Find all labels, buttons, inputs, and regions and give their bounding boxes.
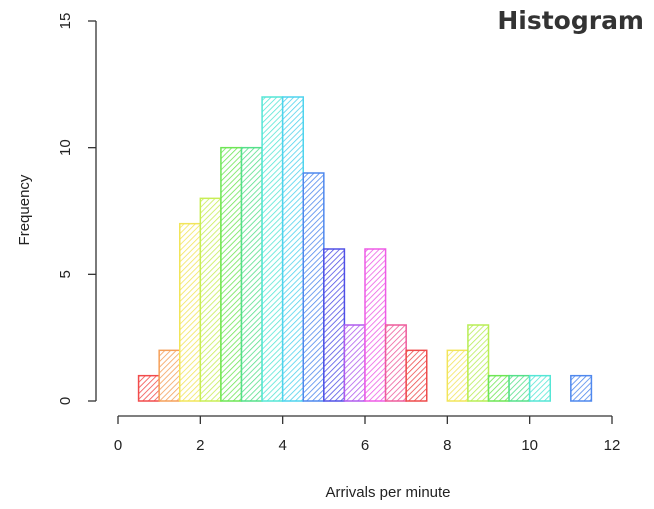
y-tick-label: 5: [57, 270, 74, 278]
x-tick-label: 0: [114, 437, 122, 454]
x-tick-label: 10: [521, 437, 538, 454]
x-tick-label: 2: [196, 437, 204, 454]
histogram-bar: [467, 324, 490, 402]
histogram-bar: [508, 374, 531, 402]
histogram-bar: [220, 146, 243, 402]
y-tick-label: 15: [57, 13, 74, 30]
histogram-bar: [570, 374, 593, 402]
histogram-bar: [137, 374, 160, 402]
histogram-bar: [179, 222, 202, 402]
histogram-bar: [261, 96, 284, 402]
histogram-bar: [446, 349, 469, 402]
histogram-bar: [199, 197, 222, 402]
histogram-bar: [528, 374, 552, 402]
x-axis: 0 2 4 6 8 10 12: [114, 415, 621, 454]
histogram-bar: [302, 172, 325, 402]
histogram-bar: [405, 349, 428, 402]
x-tick-label: 6: [361, 437, 369, 454]
y-axis: 0 5 10 15: [57, 13, 97, 405]
y-tick-label: 0: [57, 397, 74, 405]
histogram-bar: [323, 248, 346, 402]
histogram-bar: [364, 248, 387, 402]
histogram-bar: [343, 324, 366, 402]
histogram-bar: [281, 96, 304, 402]
histogram-bar: [158, 349, 181, 402]
y-axis-label: Frequency: [16, 174, 33, 245]
histogram-bar: [240, 146, 263, 402]
histogram-bar: [487, 374, 510, 402]
x-tick-label: 12: [604, 437, 621, 454]
y-tick-label: 10: [57, 139, 74, 156]
page-title: Histogram: [497, 6, 644, 35]
x-tick-label: 4: [278, 437, 286, 454]
x-tick-label: 8: [443, 437, 451, 454]
histogram-bar: [384, 324, 407, 402]
x-axis-label: Arrivals per minute: [325, 484, 450, 501]
bars-layer: [137, 96, 593, 402]
